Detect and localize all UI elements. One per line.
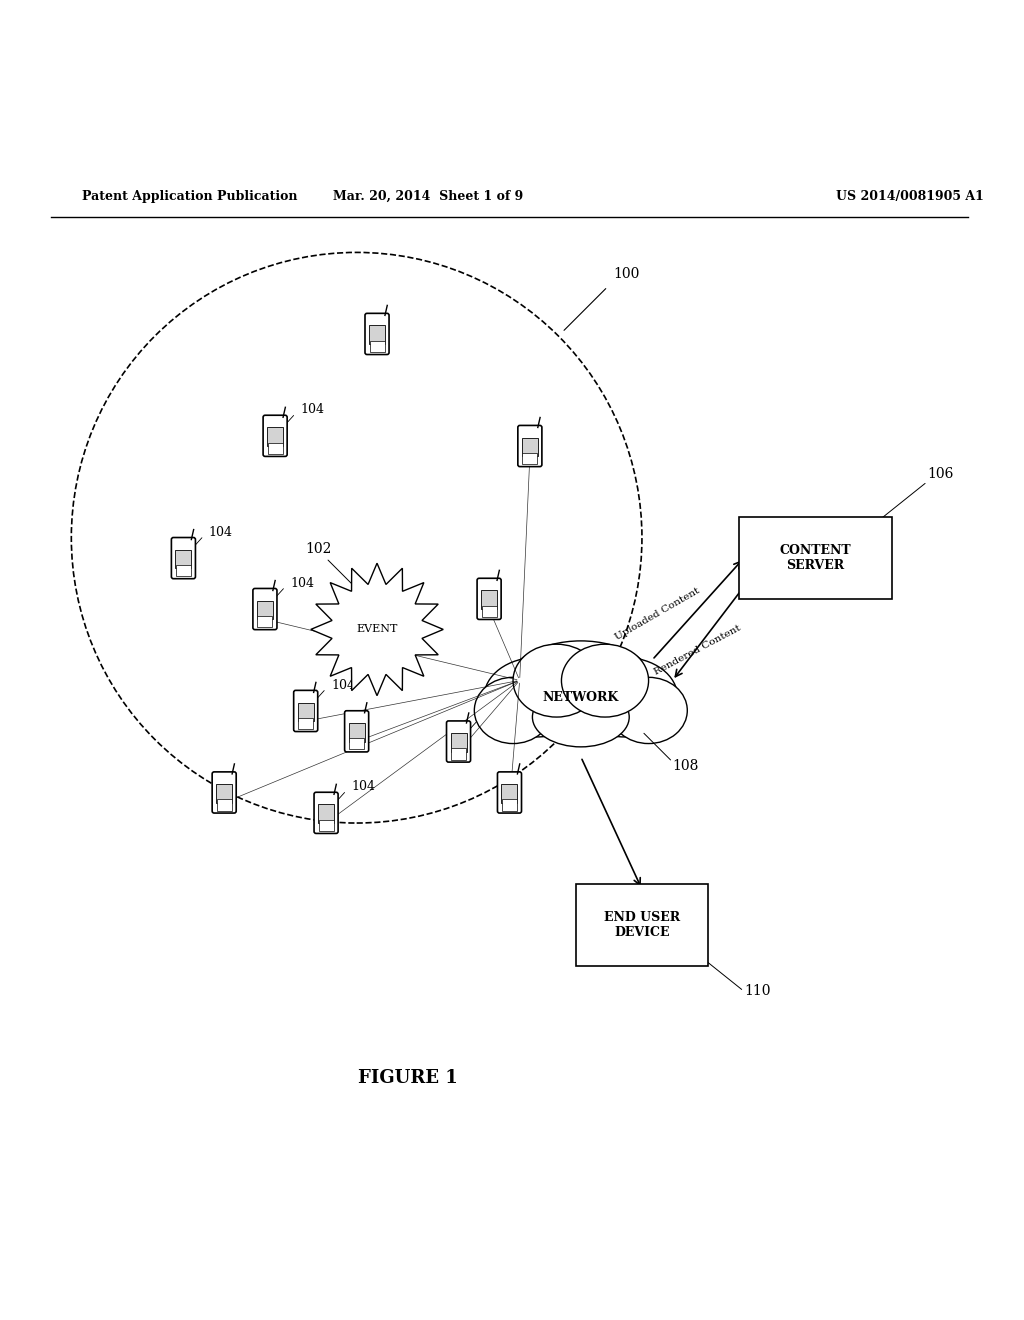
FancyBboxPatch shape: [365, 313, 389, 355]
Text: FIGURE 1: FIGURE 1: [357, 1069, 458, 1086]
Text: 104: 104: [351, 780, 376, 793]
Text: 104: 104: [291, 577, 314, 590]
FancyBboxPatch shape: [216, 784, 232, 803]
Text: Mar. 20, 2014  Sheet 1 of 9: Mar. 20, 2014 Sheet 1 of 9: [333, 190, 523, 203]
FancyBboxPatch shape: [267, 442, 283, 454]
Ellipse shape: [610, 677, 687, 743]
Ellipse shape: [504, 642, 658, 741]
FancyBboxPatch shape: [257, 616, 272, 627]
FancyBboxPatch shape: [477, 578, 501, 619]
FancyBboxPatch shape: [481, 590, 497, 609]
FancyBboxPatch shape: [171, 537, 196, 578]
Text: Rendered Content: Rendered Content: [653, 623, 742, 676]
FancyBboxPatch shape: [294, 690, 317, 731]
FancyBboxPatch shape: [298, 718, 313, 729]
Text: US 2014/0081905 A1: US 2014/0081905 A1: [836, 190, 983, 203]
Ellipse shape: [513, 644, 600, 717]
FancyBboxPatch shape: [212, 772, 237, 813]
Text: CONTENT
SERVER: CONTENT SERVER: [779, 544, 851, 572]
FancyBboxPatch shape: [370, 341, 385, 352]
Text: 104: 104: [484, 709, 508, 722]
FancyBboxPatch shape: [738, 517, 892, 599]
FancyBboxPatch shape: [253, 589, 276, 630]
FancyBboxPatch shape: [314, 792, 338, 833]
Text: Patent Application Publication: Patent Application Publication: [82, 190, 297, 203]
FancyBboxPatch shape: [522, 437, 538, 457]
Text: 106: 106: [928, 466, 953, 480]
FancyBboxPatch shape: [298, 702, 313, 721]
FancyBboxPatch shape: [349, 738, 365, 750]
Text: 104: 104: [209, 525, 232, 539]
Text: 110: 110: [743, 985, 770, 998]
Text: 104: 104: [301, 404, 325, 416]
FancyBboxPatch shape: [498, 772, 521, 813]
FancyBboxPatch shape: [502, 784, 517, 803]
FancyBboxPatch shape: [481, 606, 497, 616]
FancyBboxPatch shape: [451, 748, 466, 759]
FancyBboxPatch shape: [502, 799, 517, 810]
Text: END USER
DEVICE: END USER DEVICE: [604, 911, 680, 939]
FancyBboxPatch shape: [217, 799, 231, 810]
Ellipse shape: [532, 688, 629, 747]
Text: 100: 100: [613, 267, 640, 281]
FancyBboxPatch shape: [175, 549, 191, 569]
FancyBboxPatch shape: [575, 884, 709, 966]
Text: 108: 108: [673, 759, 699, 774]
Ellipse shape: [571, 657, 678, 737]
Ellipse shape: [561, 644, 648, 717]
Polygon shape: [311, 564, 443, 696]
Ellipse shape: [474, 677, 552, 743]
FancyBboxPatch shape: [518, 425, 542, 466]
FancyBboxPatch shape: [451, 733, 467, 752]
FancyBboxPatch shape: [267, 428, 283, 446]
Text: 102: 102: [306, 543, 332, 556]
Text: 104: 104: [331, 678, 355, 692]
FancyBboxPatch shape: [257, 601, 273, 619]
Ellipse shape: [484, 657, 591, 737]
FancyBboxPatch shape: [318, 820, 334, 830]
FancyBboxPatch shape: [176, 565, 190, 577]
FancyBboxPatch shape: [522, 453, 538, 465]
FancyBboxPatch shape: [348, 723, 365, 742]
FancyBboxPatch shape: [318, 804, 334, 824]
Text: EVENT: EVENT: [356, 624, 397, 635]
FancyBboxPatch shape: [263, 416, 287, 457]
Text: NETWORK: NETWORK: [543, 690, 618, 704]
Text: Uploaded Content: Uploaded Content: [613, 586, 701, 642]
FancyBboxPatch shape: [369, 326, 385, 345]
FancyBboxPatch shape: [345, 710, 369, 752]
FancyBboxPatch shape: [446, 721, 471, 762]
